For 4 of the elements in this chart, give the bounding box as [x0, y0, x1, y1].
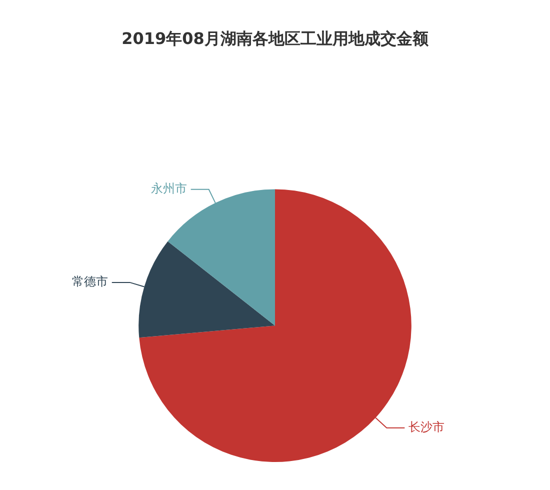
- slice-label: 长沙市: [408, 420, 445, 434]
- slice-label: 永州市: [150, 182, 187, 196]
- chart-title: 2019年08月湖南各地区工业用地成交金额: [122, 28, 430, 48]
- slice-label: 常德市: [72, 274, 108, 289]
